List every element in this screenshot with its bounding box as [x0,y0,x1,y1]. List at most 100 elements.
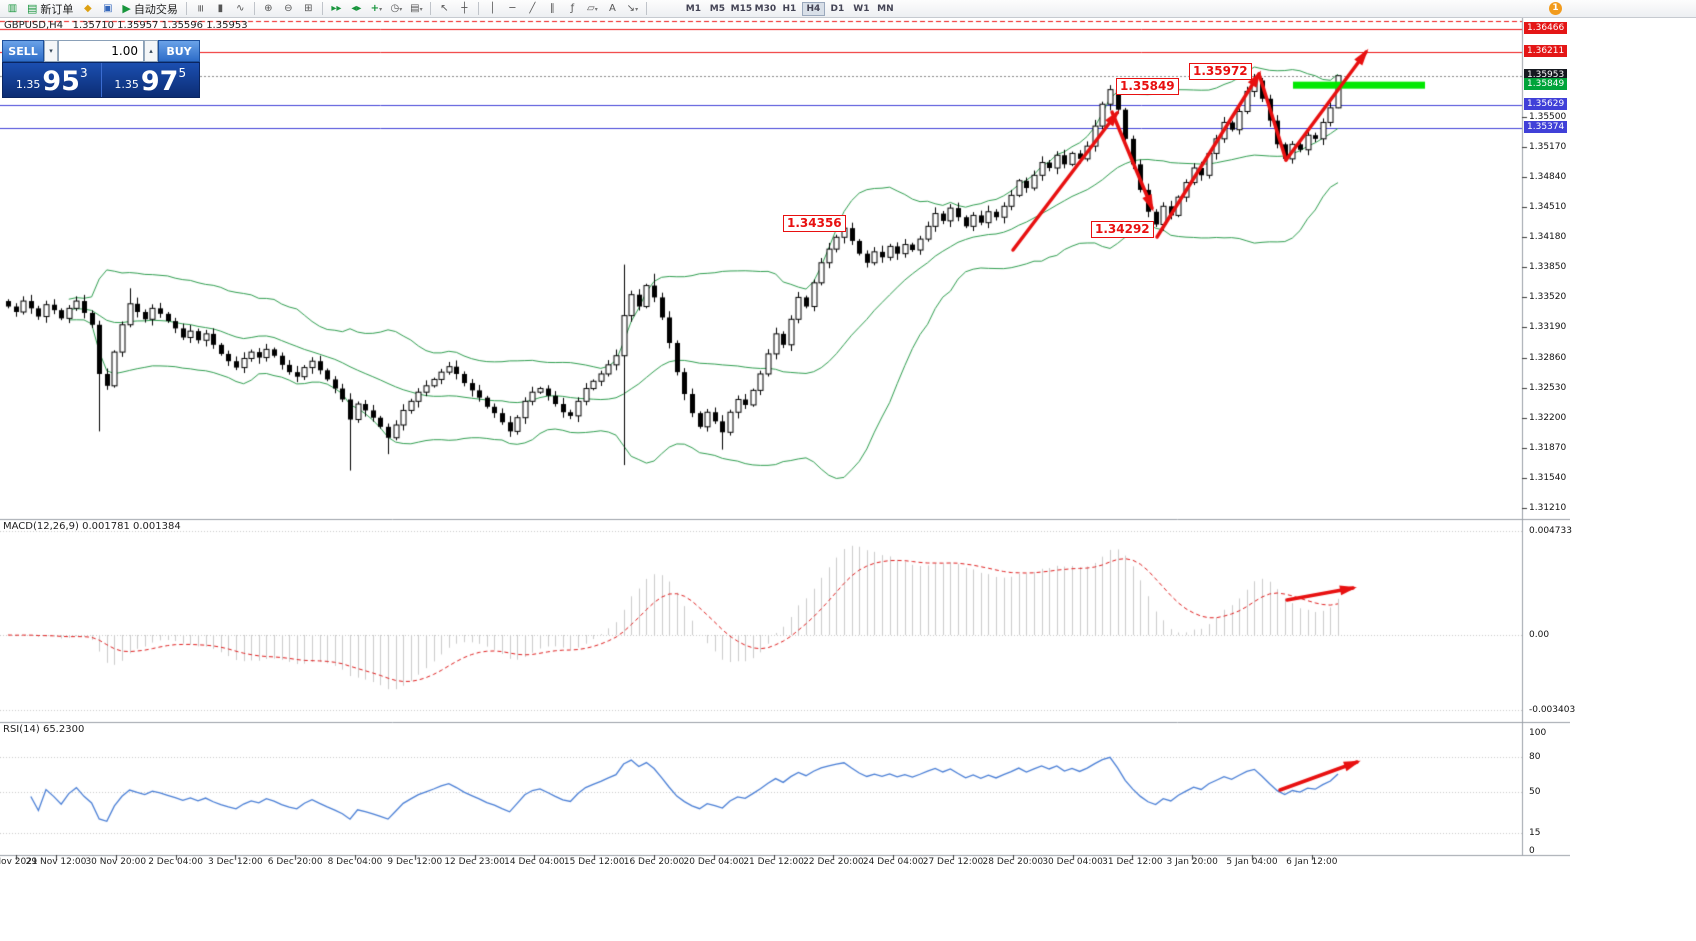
notification-badge[interactable]: 1 [1549,2,1562,15]
time-axis-label: 6 Jan 12:00 [1286,857,1338,867]
line-chart-type-icon[interactable]: ∿ [231,1,250,16]
price-annotation[interactable]: 1.34356 [783,215,846,232]
time-axis-label: 21 Dec 12:00 [743,857,804,867]
buy-button[interactable]: BUY [158,40,200,62]
time-axis-label: 30 Dec 04:00 [1042,857,1103,867]
new-order-button: ▤ [27,2,38,15]
price-annotation[interactable]: 1.34292 [1091,221,1154,238]
toolbar-separator [253,2,255,15]
price-annotation[interactable]: 1.35972 [1189,63,1252,80]
ohlc-bars-type-icon: ≡ [194,4,206,13]
timeframe-mn-button[interactable]: MN [877,3,894,14]
periods-icon[interactable]: ◷▾ [387,1,406,16]
price-scale-tick: 1.31540 [1529,472,1567,483]
timeframe-m30-button[interactable]: M30 [754,3,777,14]
time-axis-label: 27 Dec 12:00 [922,857,984,867]
arrows-tool-icon[interactable]: ↘▾ [623,1,642,16]
toolbar-separator [321,2,323,15]
buy-price-sup: 5 [178,66,187,80]
buy-price[interactable]: 1.35 97 5 [102,63,200,97]
channel-icon: ∥ [549,3,555,14]
autotrading-button[interactable]: ▶ 自动交易 [118,1,181,16]
horizontal-line-icon[interactable]: ─ [503,1,522,16]
volume-up-button[interactable]: ▴ [144,40,158,62]
channel-icon[interactable]: ∥ [543,1,562,16]
zoom-out-icon: ⊖ [284,3,293,14]
timeframe-m15-button[interactable]: M15 [730,3,753,14]
chevron-down-icon: ▾ [594,6,598,13]
price-scale-tick: 1.33850 [1529,262,1567,273]
timeframe-w1-button[interactable]: W1 [853,3,870,14]
tile-windows-icon[interactable]: ⊞ [299,1,318,16]
add-indicator-icon[interactable]: +▾ [367,1,386,16]
time-axis-label: 15 Dec 12:00 [563,857,625,867]
ohlc-bars-type-icon[interactable]: ≡ [191,1,210,16]
symbol-ohlc-label: GBPUSD,H4 1.35710 1.35957 1.35596 1.3595… [4,20,248,31]
volume-down-button[interactable]: ▾ [44,40,58,62]
candlestick-type-icon[interactable]: ▮ [211,1,230,16]
text-icon[interactable]: A [603,1,622,16]
price-scale-tick: 1.31870 [1529,442,1567,453]
rsi-scale-tick: 80 [1529,751,1541,762]
price-scale-box: 1.35374 [1524,121,1568,134]
chevron-down-icon: ▾ [379,6,383,13]
price-scale-tick: 1.32200 [1529,412,1567,423]
price-divider [100,63,102,97]
vertical-line-icon[interactable]: │ [483,1,502,16]
timeframe-m5-button[interactable]: M5 [709,3,725,14]
macd-scale-tick: -0.003403 [1529,704,1576,715]
zoom-out-icon[interactable]: ⊖ [279,1,298,16]
diamond-icon[interactable]: ◆ [78,1,97,16]
crosshair-icon[interactable]: ┼ [455,1,474,16]
trendline-icon[interactable]: ╱ [523,1,542,16]
time-axis-label: 3 Jan 20:00 [1166,857,1218,867]
timeframe-h4-button[interactable]: H4 [801,1,825,16]
crosshair-icon: ┼ [461,3,468,14]
price-scale-tick: 1.34180 [1529,232,1567,243]
auto-scroll-icon[interactable]: ▸▸ [327,1,346,16]
volume-input[interactable] [58,40,144,62]
candlestick-type-icon: ▮ [217,3,224,14]
macd-indicator-label: MACD(12,26,9) 0.001781 0.001384 [3,521,181,532]
new-order-button[interactable]: ▤ 新订单 [23,1,77,16]
timeframe-d1-button[interactable]: D1 [830,3,845,14]
cursor-icon[interactable]: ↖ [435,1,454,16]
price-scale-tick: 1.32860 [1529,352,1567,363]
chart-shift-icon: ◂▸ [351,3,362,14]
mini-chart-icon: ▥ [7,3,18,14]
time-axis-label: 24 Dec 04:00 [862,857,924,867]
shapes-icon[interactable]: ▱▾ [583,1,602,16]
templates-icon[interactable]: ▤▾ [407,1,426,16]
price-scale-box: 1.35953 [1524,68,1568,81]
price-chart-canvas[interactable] [0,17,1570,941]
zoom-in-icon: ⊕ [264,3,273,14]
arrows-tool-icon: ↘ [626,3,636,14]
rsi-scale-tick: 0 [1529,846,1535,856]
time-axis-label: 5 Jan 04:00 [1226,857,1278,867]
mini-chart-icon[interactable]: ▥ [3,1,22,16]
time-axis-label: Nov 2021 [0,857,38,867]
price-scale-tick: 1.33190 [1529,322,1567,333]
price-scale-tick: 1.32530 [1529,382,1567,393]
chart-shift-icon[interactable]: ◂▸ [347,1,366,16]
sell-price[interactable]: 1.35 95 3 [3,63,101,97]
chart-windows-icon[interactable]: ▣ [98,1,117,16]
macd-scale-tick: 0.00 [1529,630,1550,640]
chart-windows-icon: ▣ [103,3,113,14]
sell-price-big: 95 [42,66,80,97]
price-scale-box: 1.36466 [1524,21,1568,34]
time-axis-label: 9 Dec 12:00 [387,857,443,867]
timeframe-m1-button[interactable]: M1 [685,3,701,14]
zoom-in-icon[interactable]: ⊕ [259,1,278,16]
timeframe-h1-button[interactable]: H1 [782,3,797,14]
trendline-icon: ╱ [529,3,536,14]
price-annotation[interactable]: 1.35849 [1116,78,1179,95]
time-axis-label: 12 Dec 23:00 [444,857,505,867]
fibonacci-icon[interactable]: ƒ [563,1,582,16]
sell-button[interactable]: SELL [2,40,44,62]
buy-price-prefix: 1.35 [114,78,139,91]
fibonacci-icon: ƒ [570,3,575,14]
periods-icon: ◷ [390,3,400,14]
autotrading-button-label: 自动交易 [133,2,178,16]
